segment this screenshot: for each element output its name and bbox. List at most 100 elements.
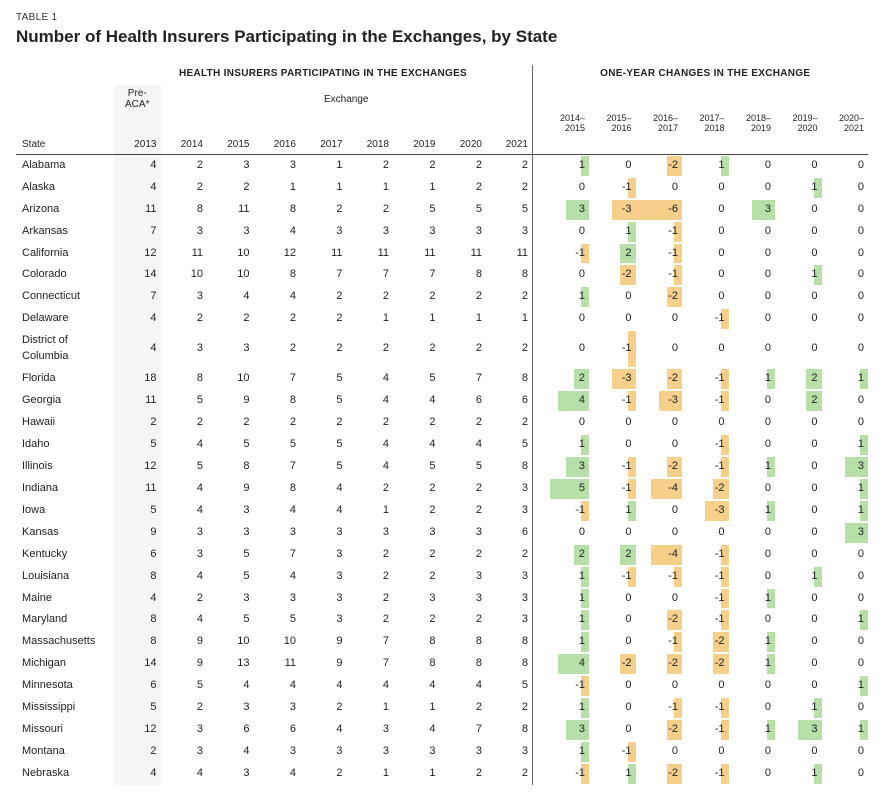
participation-cell: 8 — [486, 368, 533, 390]
participation-cell: 3 — [161, 221, 208, 243]
participation-cell: 4 — [440, 675, 487, 697]
participation-cell: 2 — [486, 412, 533, 434]
participation-cell: 4 — [114, 588, 161, 610]
state-cell: Alaska — [16, 177, 114, 199]
participation-cell: 2 — [440, 154, 487, 176]
participation-cell: 7 — [393, 264, 440, 286]
participation-cell: 8 — [114, 609, 161, 631]
change-cell: -2 — [636, 653, 683, 675]
change-cell: 0 — [682, 330, 729, 368]
table-head: HEALTH INSURERS PARTICIPATING IN THE EXC… — [16, 65, 868, 154]
participation-cell: 2 — [347, 478, 394, 500]
participation-cell: 8 — [161, 368, 208, 390]
participation-cell: 5 — [486, 675, 533, 697]
participation-cell: 5 — [440, 199, 487, 221]
state-cell: District of Columbia — [16, 330, 114, 368]
table-row: Alabama42331222210-21000 — [16, 154, 868, 176]
participation-cell: 4 — [114, 154, 161, 176]
year-header: 2020 — [440, 136, 487, 155]
year-header: 2021 — [486, 136, 533, 155]
change-cell: -1 — [682, 308, 729, 330]
participation-cell: 7 — [300, 264, 347, 286]
participation-cell: 2 — [440, 500, 487, 522]
table-row: Minnesota654444445-1000001 — [16, 675, 868, 697]
change-cell: 1 — [589, 221, 636, 243]
participation-cell: 3 — [300, 741, 347, 763]
change-cell: 0 — [822, 177, 869, 199]
participation-cell: 2 — [393, 609, 440, 631]
participation-cell: 4 — [161, 478, 208, 500]
participation-cell: 5 — [207, 434, 254, 456]
change-cell: 1 — [543, 741, 590, 763]
change-cell: 1 — [589, 500, 636, 522]
participation-cell: 6 — [114, 675, 161, 697]
participation-cell: 4 — [347, 434, 394, 456]
change-cell: 0 — [729, 478, 776, 500]
change-cell: -2 — [589, 264, 636, 286]
table-row: Indiana11498422235-1-4-2001 — [16, 478, 868, 500]
participation-cell: 4 — [161, 763, 208, 785]
participation-cell: 8 — [161, 199, 208, 221]
change-cell: -1 — [636, 221, 683, 243]
change-cell: -1 — [636, 243, 683, 265]
participation-cell: 2 — [347, 566, 394, 588]
change-cell: -1 — [682, 456, 729, 478]
participation-cell: 2 — [486, 697, 533, 719]
participation-cell: 2 — [161, 412, 208, 434]
change-range-header: 2015–2016 — [589, 112, 636, 136]
participation-cell: 2 — [161, 588, 208, 610]
participation-cell: 3 — [161, 522, 208, 544]
change-cell: -3 — [682, 500, 729, 522]
participation-cell: 2 — [161, 154, 208, 176]
participation-cell: 8 — [254, 390, 301, 412]
change-cell: 4 — [543, 653, 590, 675]
change-cell: 1 — [729, 653, 776, 675]
state-cell: Colorado — [16, 264, 114, 286]
subheader-preaca: Pre-ACA* — [114, 85, 161, 112]
participation-cell: 4 — [114, 308, 161, 330]
participation-cell: 2 — [161, 697, 208, 719]
change-cell: 0 — [682, 741, 729, 763]
participation-cell: 5 — [114, 500, 161, 522]
change-cell: 3 — [775, 719, 822, 741]
participation-cell: 14 — [114, 653, 161, 675]
change-cell: 0 — [822, 330, 869, 368]
change-cell: 0 — [636, 741, 683, 763]
change-cell: 0 — [775, 653, 822, 675]
change-cell: -1 — [682, 763, 729, 785]
change-cell: 0 — [682, 412, 729, 434]
change-cell: 0 — [729, 609, 776, 631]
change-cell: 0 — [589, 434, 636, 456]
participation-cell: 8 — [254, 264, 301, 286]
participation-cell: 2 — [393, 566, 440, 588]
change-cell: -1 — [589, 177, 636, 199]
change-cell: -1 — [589, 566, 636, 588]
change-cell: 0 — [822, 653, 869, 675]
change-cell: 0 — [729, 697, 776, 719]
participation-cell: 8 — [254, 199, 301, 221]
participation-cell: 2 — [254, 412, 301, 434]
participation-cell: 4 — [114, 330, 161, 368]
participation-cell: 2 — [347, 154, 394, 176]
change-cell: -1 — [682, 609, 729, 631]
table-row: Colorado1410108777880-2-10010 — [16, 264, 868, 286]
change-cell: -1 — [682, 368, 729, 390]
change-cell: 0 — [636, 675, 683, 697]
change-cell: 0 — [589, 719, 636, 741]
table-row: Florida188107545782-3-2-1121 — [16, 368, 868, 390]
change-cell: -2 — [682, 653, 729, 675]
change-cell: 0 — [822, 154, 869, 176]
change-cell: 1 — [775, 177, 822, 199]
participation-cell: 4 — [300, 478, 347, 500]
change-cell: 0 — [682, 286, 729, 308]
change-cell: 2 — [775, 368, 822, 390]
change-cell: 2 — [589, 243, 636, 265]
participation-cell: 6 — [114, 544, 161, 566]
participation-cell: 9 — [300, 631, 347, 653]
change-cell: -1 — [636, 697, 683, 719]
participation-cell: 4 — [161, 609, 208, 631]
change-cell: -1 — [589, 456, 636, 478]
change-cell: 0 — [822, 390, 869, 412]
participation-cell: 8 — [486, 631, 533, 653]
participation-cell: 9 — [161, 631, 208, 653]
